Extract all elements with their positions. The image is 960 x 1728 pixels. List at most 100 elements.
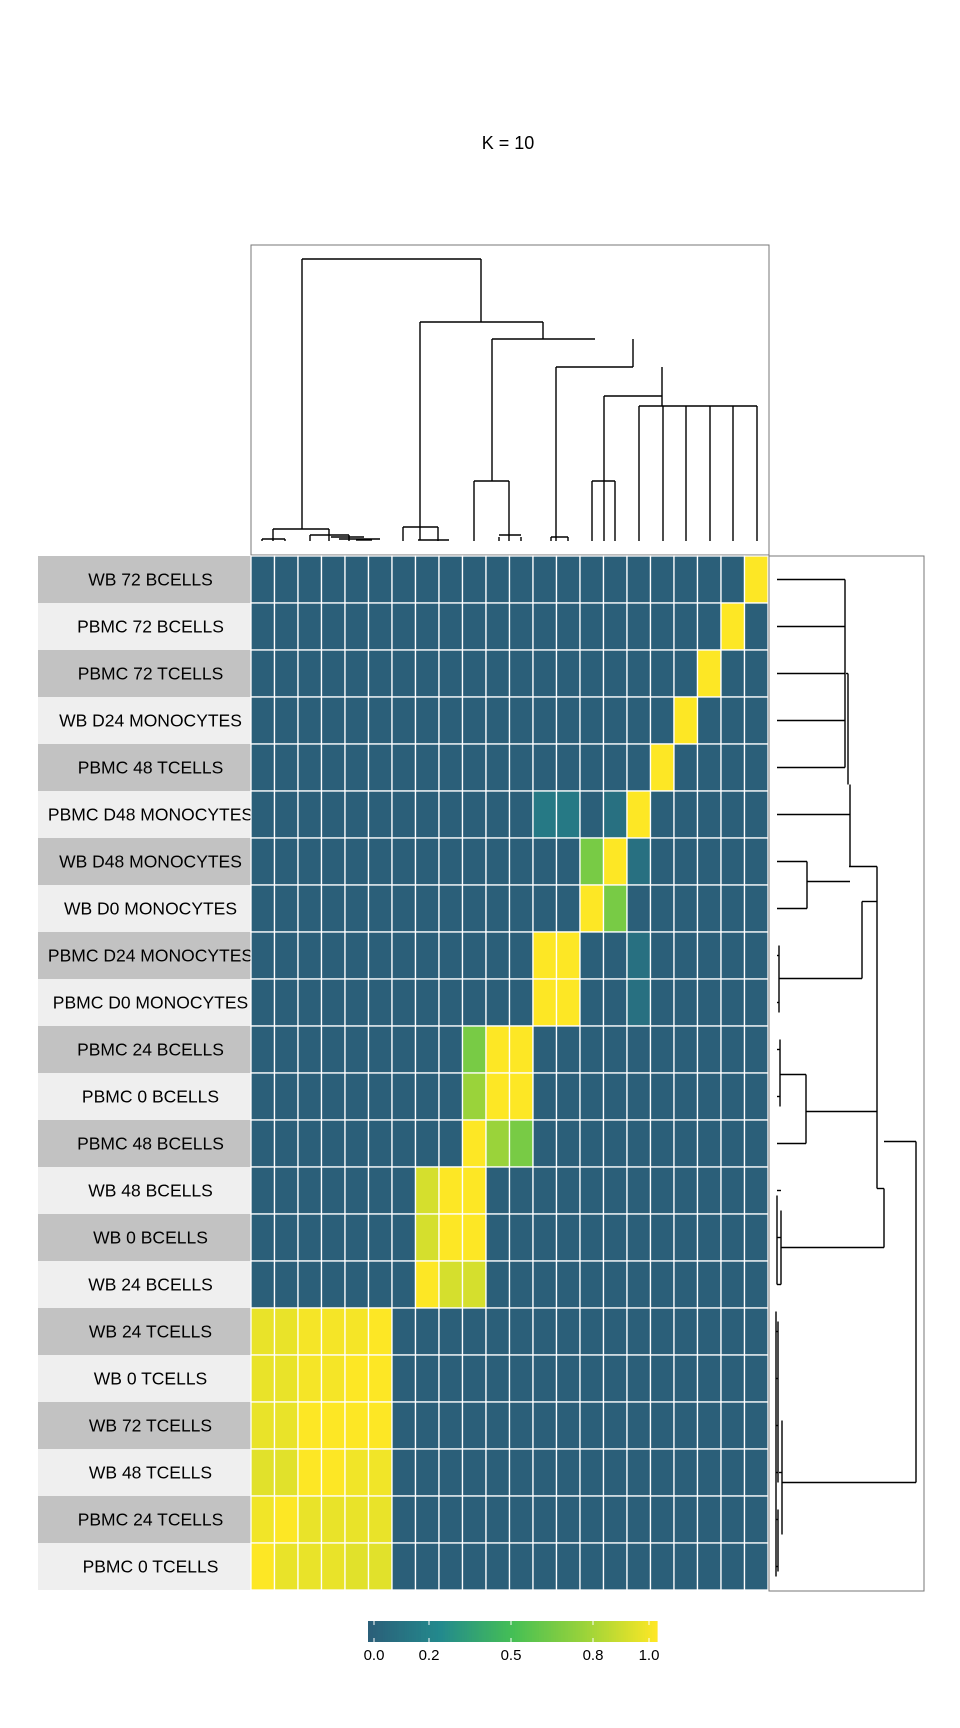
heatmap-cell xyxy=(532,1354,558,1403)
colorbar-segment xyxy=(411,1621,415,1642)
heatmap-cell xyxy=(367,1448,393,1497)
heatmap-cell xyxy=(743,931,769,980)
heatmap-cell xyxy=(391,602,417,651)
heatmap-cell xyxy=(720,1119,746,1168)
heatmap-cell xyxy=(743,743,769,792)
heatmap-cell xyxy=(579,1072,605,1121)
heatmap-cell xyxy=(743,837,769,886)
heatmap-cell xyxy=(367,1213,393,1262)
row-label: PBMC 72 TCELLS xyxy=(78,664,224,684)
heatmap-cell xyxy=(555,1260,581,1309)
heatmap-cell xyxy=(367,743,393,792)
heatmap-cell xyxy=(438,1166,464,1215)
heatmap-cell xyxy=(626,1401,652,1450)
heatmap-cell xyxy=(743,1401,769,1450)
heatmap-cell xyxy=(438,1542,464,1591)
heatmap-cell xyxy=(297,1354,323,1403)
heatmap-cell xyxy=(438,743,464,792)
colorbar-segment xyxy=(375,1621,379,1642)
heatmap-cell xyxy=(438,555,464,604)
heatmap-cell xyxy=(367,1354,393,1403)
colorbar-segment xyxy=(517,1621,521,1642)
heatmap-cell xyxy=(743,978,769,1027)
heatmap-cell xyxy=(555,1166,581,1215)
heatmap-cell xyxy=(602,1260,628,1309)
heatmap-cell xyxy=(743,1307,769,1356)
colorbar-segment xyxy=(548,1621,552,1642)
heatmap-cell xyxy=(391,978,417,1027)
heatmap-cell xyxy=(250,555,276,604)
heatmap-cell xyxy=(532,1542,558,1591)
heatmap-cell xyxy=(696,1542,722,1591)
colorbar-segment xyxy=(459,1621,463,1642)
heatmap-cell xyxy=(344,884,370,933)
heatmap-cell xyxy=(532,1307,558,1356)
heatmap-cell xyxy=(391,884,417,933)
heatmap-cell xyxy=(696,743,722,792)
heatmap-cell xyxy=(367,1119,393,1168)
heatmap-cell xyxy=(367,1542,393,1591)
heatmap-cell xyxy=(508,1119,534,1168)
heatmap-cell xyxy=(696,790,722,839)
heatmap-cell xyxy=(743,602,769,651)
heatmap-cell xyxy=(485,978,511,1027)
heatmap-cell xyxy=(555,1213,581,1262)
heatmap-cell xyxy=(649,1495,675,1544)
heatmap-cell xyxy=(414,1025,440,1074)
heatmap-cell xyxy=(555,1495,581,1544)
heatmap-cell xyxy=(273,555,299,604)
heatmap-cell xyxy=(532,1072,558,1121)
row-label-bg xyxy=(38,603,251,650)
heatmap-cell xyxy=(602,978,628,1027)
colorbar-segment xyxy=(563,1621,567,1642)
heatmap-cell xyxy=(485,1401,511,1450)
heatmap-cell xyxy=(461,649,487,698)
colorbar-segment xyxy=(437,1621,441,1642)
colorbar-segment xyxy=(389,1621,393,1642)
heatmap-cell xyxy=(720,1260,746,1309)
heatmap-cell xyxy=(743,649,769,698)
heatmap-cell xyxy=(320,1119,346,1168)
heatmap-cell xyxy=(649,1025,675,1074)
colorbar-segment xyxy=(584,1621,588,1642)
heatmap-cell xyxy=(344,555,370,604)
colorbar-segment xyxy=(546,1621,550,1642)
heatmap-cell xyxy=(391,1119,417,1168)
heatmap-cell xyxy=(320,743,346,792)
colorbar-segment xyxy=(461,1621,465,1642)
colorbar-segment xyxy=(430,1621,434,1642)
row-label-bg xyxy=(38,1355,251,1402)
heatmap-cell xyxy=(438,931,464,980)
heatmap-cell xyxy=(414,1448,440,1497)
heatmap-cell xyxy=(367,696,393,745)
colorbar-segment xyxy=(589,1621,593,1642)
heatmap-cell xyxy=(743,1072,769,1121)
heatmap-cell xyxy=(508,1072,534,1121)
heatmap-cell xyxy=(438,1213,464,1262)
colorbar-segment xyxy=(396,1621,400,1642)
heatmap-cell xyxy=(696,1166,722,1215)
heatmap-cell xyxy=(485,602,511,651)
colorbar-segment xyxy=(476,1621,480,1642)
colorbar-segment xyxy=(493,1621,497,1642)
heatmap-cell xyxy=(743,696,769,745)
heatmap-cell xyxy=(602,931,628,980)
heatmap-cell xyxy=(297,1542,323,1591)
colorbar-segment xyxy=(577,1621,581,1642)
heatmap-cell xyxy=(344,790,370,839)
heatmap-cell xyxy=(602,1542,628,1591)
colorbar-segment xyxy=(478,1621,482,1642)
heatmap-cell xyxy=(649,1354,675,1403)
heatmap-cell xyxy=(461,884,487,933)
heatmap-cell xyxy=(438,1119,464,1168)
heatmap-cell xyxy=(626,1542,652,1591)
heatmap-cell xyxy=(344,1260,370,1309)
colorbar-segment xyxy=(428,1621,432,1642)
heatmap-cell xyxy=(344,978,370,1027)
heatmap-cell xyxy=(414,1166,440,1215)
heatmap-cell xyxy=(720,1448,746,1497)
heatmap-cell xyxy=(438,1025,464,1074)
heatmap-cell xyxy=(602,743,628,792)
heatmap-cell xyxy=(720,837,746,886)
heatmap-cell xyxy=(320,1495,346,1544)
